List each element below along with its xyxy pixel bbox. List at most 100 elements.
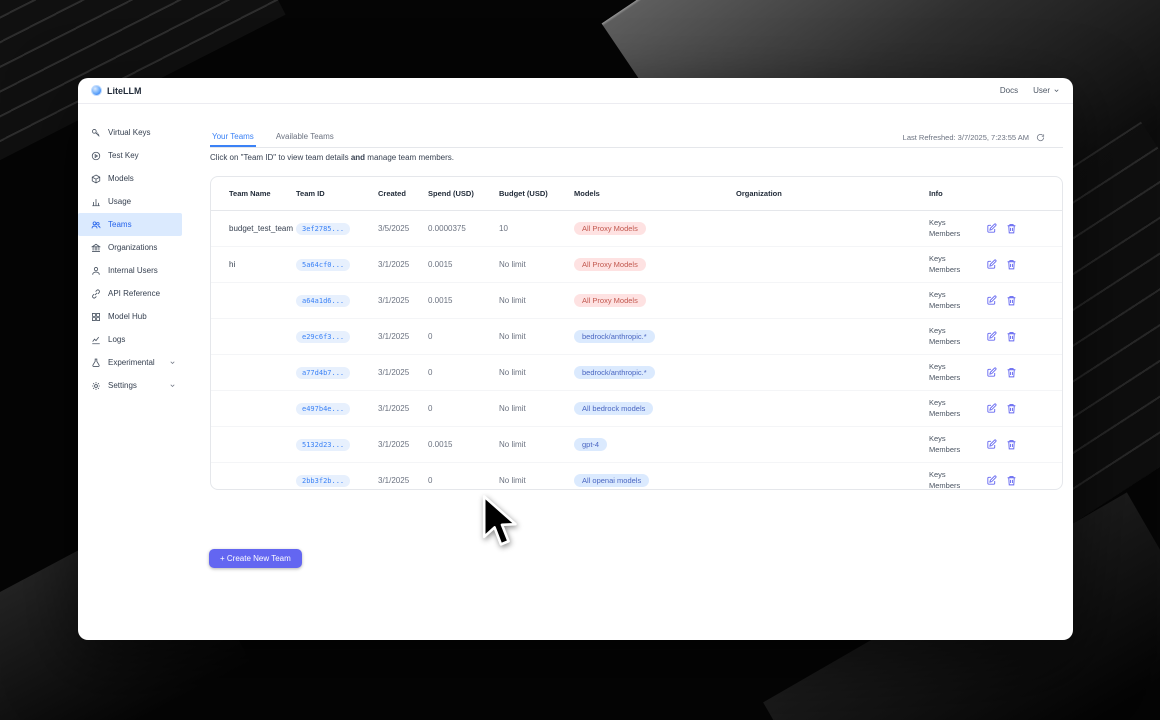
app-header: LiteLLM Docs User <box>78 78 1073 104</box>
delete-team-icon[interactable] <box>1006 367 1017 378</box>
team-id-link[interactable]: 2bb3f2b... <box>296 474 351 487</box>
chevron-down-icon <box>170 361 175 364</box>
team-id-link[interactable]: e497b4e... <box>296 402 351 415</box>
sidebar-item-model-hub[interactable]: Model Hub <box>78 305 182 328</box>
keys-link[interactable]: Keys <box>929 434 946 443</box>
sidebar-item-usage[interactable]: Usage <box>78 190 182 213</box>
create-new-team-button[interactable]: + Create New Team <box>209 549 302 568</box>
grid-icon <box>92 312 100 321</box>
team-icon <box>91 220 101 229</box>
spend-cell: 0 <box>428 332 433 341</box>
models-badge: All openai models <box>574 474 650 487</box>
cube-icon <box>91 174 101 183</box>
members-link[interactable]: Members <box>929 229 961 238</box>
team-id-link[interactable]: a64a1d6... <box>296 294 351 307</box>
budget-cell: No limit <box>499 440 526 449</box>
subtitle-text: Click on "Team ID" to view team details <box>210 153 351 162</box>
team-id-link[interactable]: a77d4b7... <box>296 366 351 379</box>
refresh-icon[interactable] <box>1036 133 1045 142</box>
table-row: budget_test_team 3ef2785... 3/5/2025 0.0… <box>211 211 1062 247</box>
col-header-info: Info <box>929 189 943 198</box>
spend-cell: 0 <box>428 404 433 413</box>
sidebar-item-experimental[interactable]: Experimental <box>78 351 182 374</box>
members-link[interactable]: Members <box>929 265 961 274</box>
last-refreshed-text: Last Refreshed: 3/7/2025, 7:23:55 AM <box>902 133 1029 142</box>
keys-link[interactable]: Keys <box>929 218 946 227</box>
sidebar-item-models[interactable]: Models <box>78 167 182 190</box>
members-link[interactable]: Members <box>929 337 961 346</box>
sidebar-item-label: Organizations <box>108 243 158 252</box>
app-window: LiteLLM Docs User Virtual Keys Test Key … <box>78 78 1073 640</box>
members-link[interactable]: Members <box>929 301 961 310</box>
edit-team-icon[interactable] <box>986 367 997 378</box>
delete-team-icon[interactable] <box>1006 259 1017 270</box>
last-refreshed: Last Refreshed: 3/7/2025, 7:23:55 AM <box>903 133 1045 142</box>
link-icon <box>92 289 100 298</box>
members-link[interactable]: Members <box>929 445 961 454</box>
table-row: 5132d23... 3/1/2025 0.0015 No limit gpt-… <box>211 427 1062 463</box>
created-cell: 3/5/2025 <box>378 224 410 233</box>
delete-team-icon[interactable] <box>1006 475 1017 486</box>
edit-team-icon[interactable] <box>986 403 997 414</box>
line-chart-icon <box>91 336 101 344</box>
budget-cell: 10 <box>499 224 508 233</box>
created-cell: 3/1/2025 <box>378 404 410 413</box>
created-cell: 3/1/2025 <box>378 296 410 305</box>
delete-team-icon[interactable] <box>1006 403 1017 414</box>
created-cell: 3/1/2025 <box>378 440 410 449</box>
user-menu[interactable]: User <box>1033 86 1060 95</box>
play-circle-icon <box>91 151 101 160</box>
litellm-logo <box>91 85 102 96</box>
team-id-link[interactable]: 5132d23... <box>296 438 351 451</box>
sidebar-item-teams[interactable]: Teams <box>78 213 182 236</box>
budget-cell: No limit <box>499 368 526 377</box>
user-menu-label: User <box>1033 86 1050 95</box>
budget-cell: No limit <box>499 332 526 341</box>
keys-link[interactable]: Keys <box>929 254 946 263</box>
team-id-link[interactable]: 5a64cf0... <box>296 258 351 271</box>
members-link[interactable]: Members <box>929 373 961 382</box>
sidebar-item-organizations[interactable]: Organizations <box>78 236 182 259</box>
sidebar-item-api-reference[interactable]: API Reference <box>78 282 182 305</box>
col-header-team-name: Team Name <box>229 189 271 198</box>
sidebar-item-internal-users[interactable]: Internal Users <box>78 259 182 282</box>
sidebar-item-settings[interactable]: Settings <box>78 374 182 397</box>
sidebar-item-virtual-keys[interactable]: Virtual Keys <box>78 121 182 144</box>
keys-link[interactable]: Keys <box>929 362 946 371</box>
team-id-link[interactable]: 3ef2785... <box>296 222 351 235</box>
sidebar-item-test-key[interactable]: Test Key <box>78 144 182 167</box>
budget-cell: No limit <box>499 260 526 269</box>
team-name-cell: hi <box>229 260 236 269</box>
keys-link[interactable]: Keys <box>929 326 946 335</box>
edit-team-icon[interactable] <box>986 439 997 450</box>
sidebar-item-logs[interactable]: Logs <box>78 328 182 351</box>
delete-team-icon[interactable] <box>1006 295 1017 306</box>
edit-team-icon[interactable] <box>986 331 997 342</box>
sidebar-item-label: Models <box>108 174 134 183</box>
bank-icon <box>91 243 101 252</box>
spend-cell: 0 <box>428 368 433 377</box>
keys-link[interactable]: Keys <box>929 290 946 299</box>
bar-chart-icon <box>91 198 101 206</box>
edit-team-icon[interactable] <box>986 295 997 306</box>
keys-link[interactable]: Keys <box>929 398 946 407</box>
members-link[interactable]: Members <box>929 481 961 490</box>
created-cell: 3/1/2025 <box>378 260 410 269</box>
edit-team-icon[interactable] <box>986 223 997 234</box>
created-cell: 3/1/2025 <box>378 332 410 341</box>
edit-team-icon[interactable] <box>986 475 997 486</box>
members-link[interactable]: Members <box>929 409 961 418</box>
docs-link[interactable]: Docs <box>999 86 1019 95</box>
delete-team-icon[interactable] <box>1006 439 1017 450</box>
team-id-link[interactable]: e29c6f3... <box>296 330 351 343</box>
delete-team-icon[interactable] <box>1006 223 1017 234</box>
tab-available-teams[interactable]: Available Teams <box>275 132 334 141</box>
edit-team-icon[interactable] <box>986 259 997 270</box>
sidebar-item-label: Virtual Keys <box>108 128 151 137</box>
teams-tabs: Your Teams Available Teams <box>210 127 1063 148</box>
tab-your-teams[interactable]: Your Teams <box>210 127 256 147</box>
col-header-spend: Spend (USD) <box>428 189 474 198</box>
keys-link[interactable]: Keys <box>929 470 946 479</box>
sidebar-item-label: Logs <box>108 335 126 344</box>
delete-team-icon[interactable] <box>1006 331 1017 342</box>
